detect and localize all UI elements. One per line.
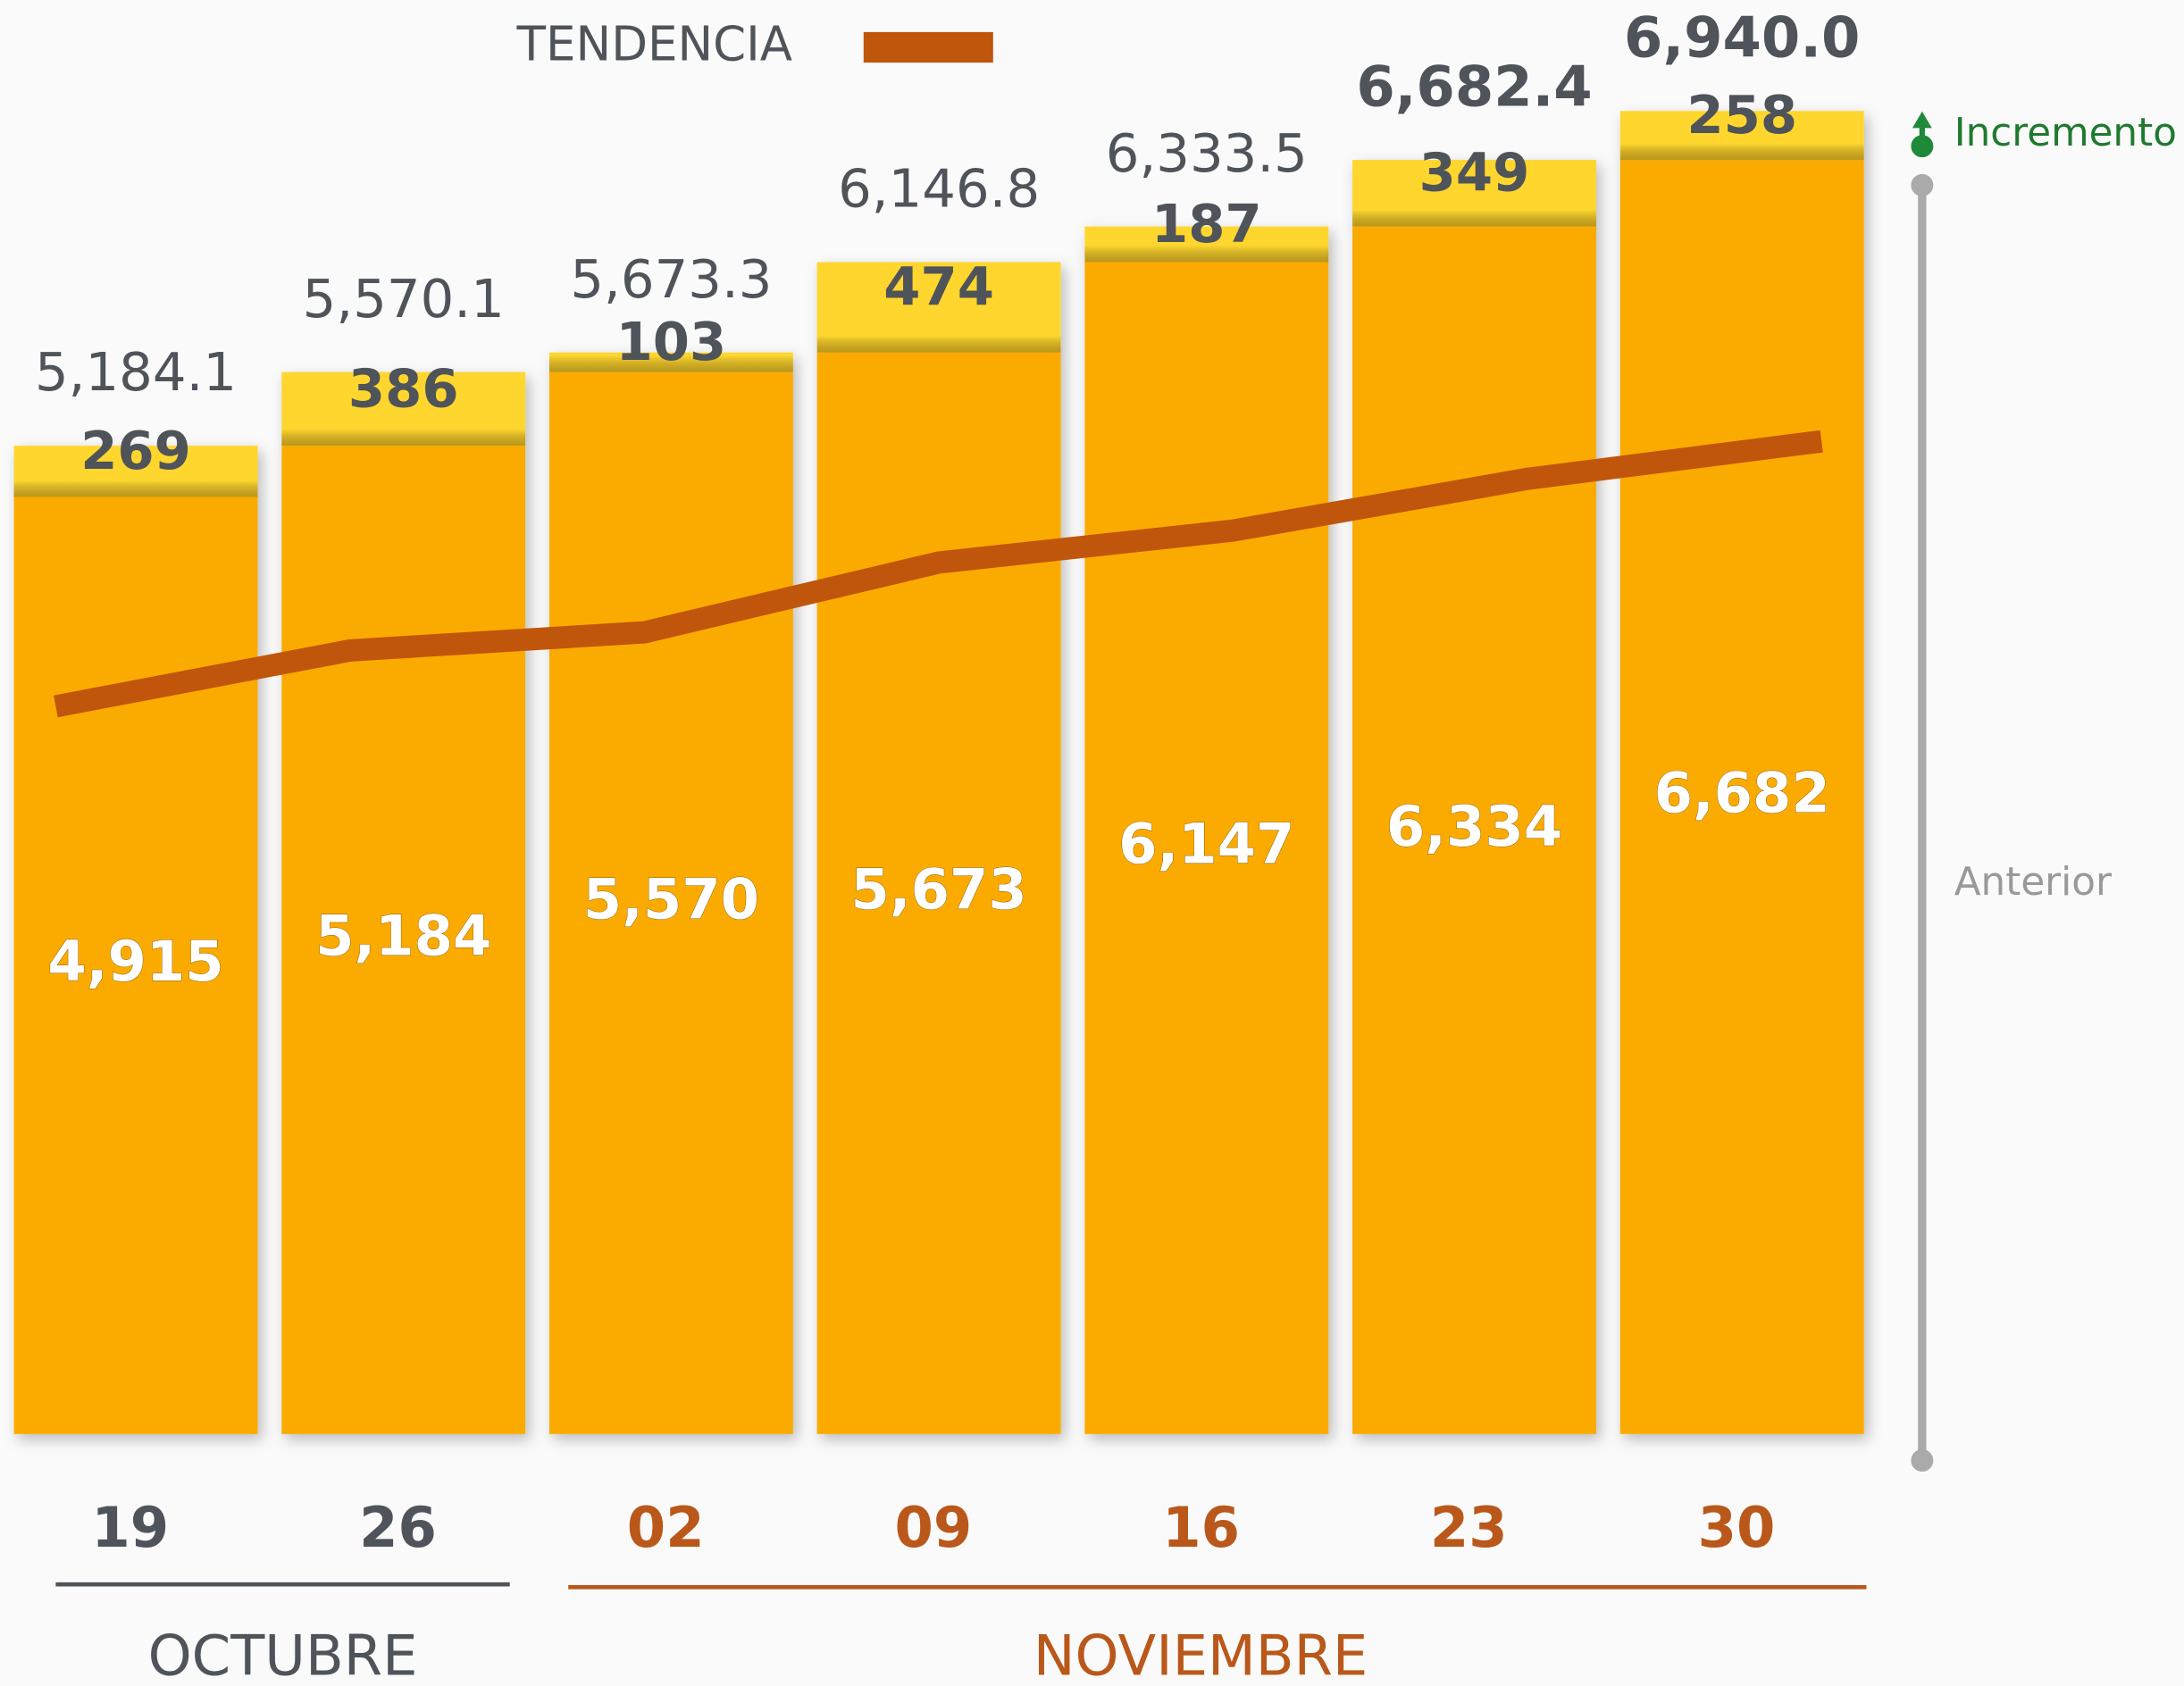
value-label: 258 [1686, 84, 1797, 146]
value-label: 103 [616, 311, 727, 372]
legend-label: TENDENCIA [516, 17, 792, 72]
increment-arrow [1912, 111, 1932, 129]
x-tick-label: 30 [1698, 1495, 1776, 1560]
value-label: 6,682 [1654, 761, 1830, 826]
bar-group [548, 352, 793, 1434]
x-tick-label: 19 [91, 1495, 169, 1560]
increment-arrow-stem [1919, 126, 1925, 138]
segment-shadow [548, 355, 793, 372]
total-label: 6,682.4 [1356, 54, 1592, 119]
x-tick-label: 23 [1430, 1495, 1508, 1560]
value-label: 4,915 [47, 929, 223, 994]
bracket-end [1911, 1448, 1934, 1472]
increment-dot [1911, 135, 1934, 158]
group-label: OCTUBRE [148, 1623, 418, 1686]
value-label: 6,147 [1118, 812, 1294, 877]
segment-shadow [1352, 209, 1596, 227]
segment-shadow [1619, 143, 1864, 161]
total-label: 6,940.0 [1624, 4, 1860, 70]
bracket-end [1911, 173, 1934, 196]
bar [816, 352, 1061, 1434]
bar [1352, 226, 1596, 1434]
total-label: 5,570.1 [303, 268, 505, 330]
trend-line [54, 430, 1823, 718]
x-tick-label: 02 [627, 1495, 705, 1560]
total-label: 5,184.1 [35, 341, 237, 403]
bar [281, 446, 526, 1434]
segment-shadow [281, 429, 526, 447]
segment-shadow [1084, 245, 1329, 263]
value-label: 386 [348, 357, 459, 419]
bar-group [281, 371, 526, 1434]
bar-group [13, 446, 258, 1434]
legend-label: Anterior [1954, 859, 2112, 905]
bar [1084, 262, 1329, 1434]
bar-group [1352, 160, 1596, 1434]
value-label: 349 [1419, 142, 1530, 204]
total-label: 6,333.5 [1106, 122, 1308, 184]
group-label: NOVIEMBRE [1033, 1623, 1368, 1686]
total-label: 6,146.8 [838, 158, 1040, 220]
x-tick-label: 26 [359, 1495, 437, 1560]
bar [1619, 160, 1864, 1434]
bar [548, 371, 793, 1434]
bar-group [1084, 226, 1329, 1434]
x-tick-label: 16 [1162, 1495, 1240, 1560]
x-tick-label: 09 [895, 1495, 973, 1560]
legend-swatch [863, 31, 993, 63]
bar-group [1619, 111, 1864, 1434]
value-label: 474 [883, 256, 994, 318]
bar-group [816, 262, 1061, 1434]
bar [13, 497, 258, 1434]
value-label: 6,334 [1386, 794, 1562, 859]
value-label: 5,570 [583, 866, 759, 931]
value-label: 5,184 [315, 904, 491, 969]
segment-shadow [13, 480, 258, 497]
legend-label: Incremento [1954, 110, 2177, 155]
segment-shadow [816, 336, 1061, 353]
total-label: 5,673.3 [570, 248, 772, 310]
value-label: 187 [1151, 193, 1262, 255]
value-label: 269 [80, 420, 191, 481]
value-label: 5,673 [850, 856, 1026, 922]
